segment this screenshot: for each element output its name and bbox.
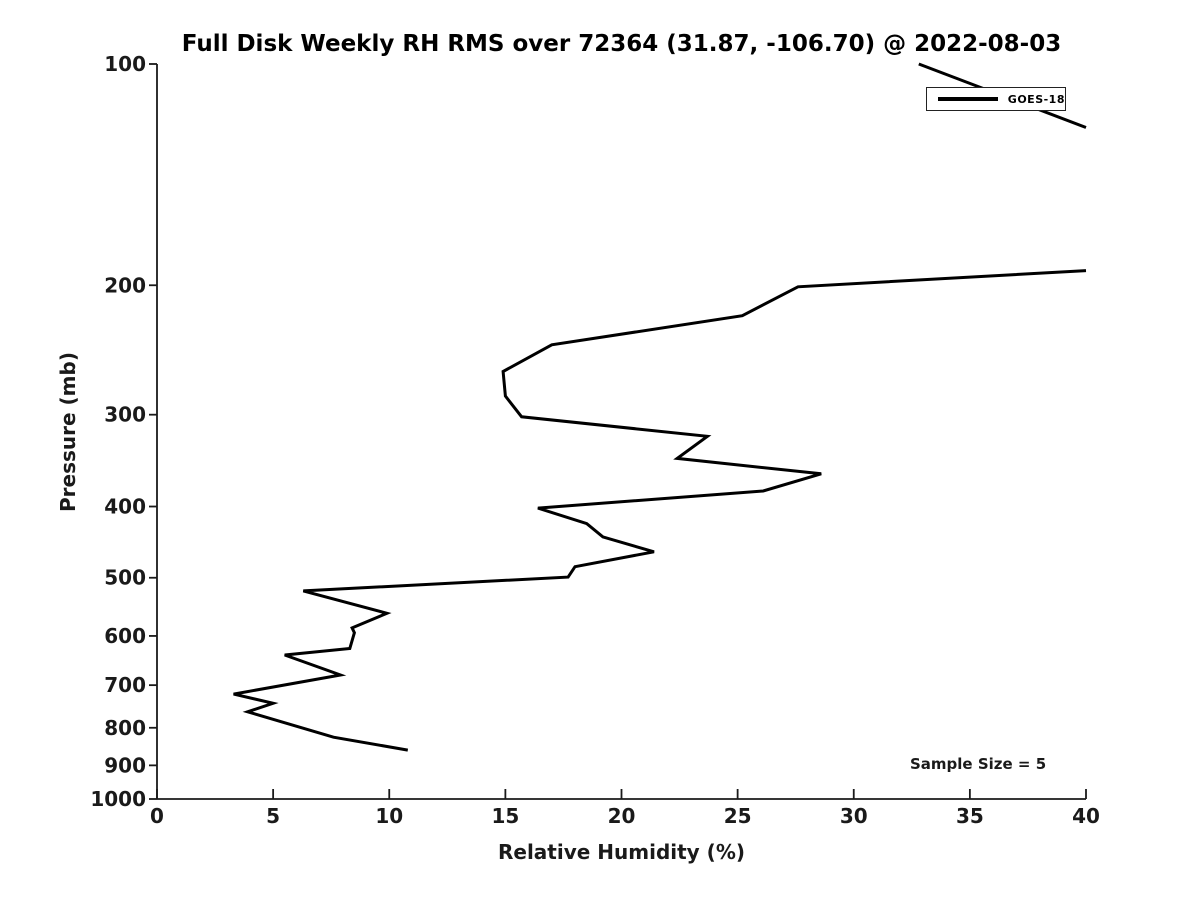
- legend-line-sample: [938, 97, 998, 101]
- y-tick-label: 900: [104, 753, 146, 777]
- y-tick-label: 300: [104, 403, 146, 427]
- x-tick-label: 25: [724, 804, 752, 828]
- y-tick-label: 800: [104, 716, 146, 740]
- y-tick-label: 700: [104, 673, 146, 697]
- x-tick-label: 30: [840, 804, 868, 828]
- x-axis-label: Relative Humidity (%): [497, 840, 746, 864]
- chart-title: Full Disk Weekly RH RMS over 72364 (31.8…: [181, 31, 1062, 57]
- y-tick-label: 400: [104, 495, 146, 519]
- legend-label: GOES-18: [1007, 92, 1065, 106]
- data-line-goes-18: [233, 269, 1087, 752]
- x-tick-label: 10: [375, 804, 403, 828]
- x-tick-label: 35: [956, 804, 984, 828]
- sample-size-annotation: Sample Size = 5: [910, 755, 1047, 773]
- y-tick-label: 100: [104, 52, 146, 76]
- y-tick-label: 200: [104, 273, 146, 297]
- x-tick-label: 20: [608, 804, 636, 828]
- legend: GOES-18: [926, 87, 1066, 111]
- x-tick-label: 0: [150, 804, 164, 828]
- x-tick-label: 15: [491, 804, 519, 828]
- x-tick-label: 5: [266, 804, 280, 828]
- x-tick-label: 40: [1072, 804, 1100, 828]
- y-tick-label: 600: [104, 624, 146, 648]
- y-tick-label: 1000: [90, 787, 146, 811]
- y-tick-label: 500: [104, 566, 146, 590]
